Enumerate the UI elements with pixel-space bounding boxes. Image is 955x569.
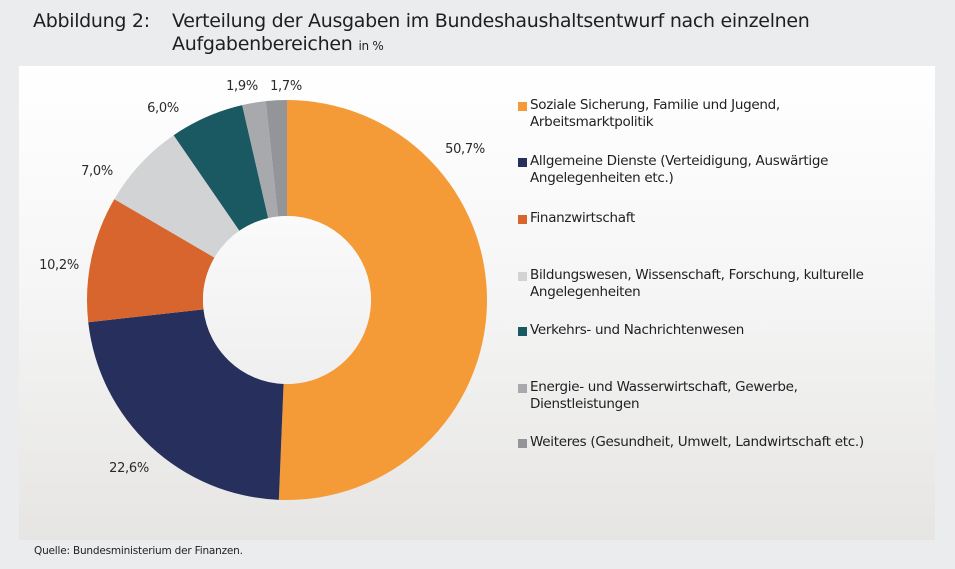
legend-label: Energie- und Wasserwirtschaft, Gewerbe, D… xyxy=(530,379,798,413)
legend-label-line: Verkehrs- und Nachrichtenwesen xyxy=(530,322,744,338)
chart-title: Verteilung der Ausgaben im Bundeshaushal… xyxy=(172,10,872,58)
legend-item: Energie- und Wasserwirtschaft, Gewerbe, D… xyxy=(518,379,918,413)
slice-value-label: 1,9% xyxy=(226,79,258,94)
legend-label: Allgemeine Dienste (Verteidigung, Auswär… xyxy=(530,153,828,187)
donut-hole xyxy=(203,216,371,384)
legend-label-line: Arbeitsmarktpolitik xyxy=(530,114,654,130)
legend-swatch xyxy=(518,158,527,167)
legend-item: Finanzwirtschaft xyxy=(518,210,918,227)
donut-slice xyxy=(242,101,279,219)
legend-label-line: Soziale Sicherung, Familie und Jugend, xyxy=(530,97,780,113)
legend-label-line: Angelegenheiten xyxy=(530,284,641,300)
donut-slice xyxy=(114,135,240,258)
legend-item: Verkehrs- und Nachrichtenwesen xyxy=(518,322,918,339)
legend-swatch xyxy=(518,215,527,224)
legend-item: Soziale Sicherung, Familie und Jugend, Ar… xyxy=(518,97,918,131)
donut-slice xyxy=(87,199,215,323)
legend-label-line: Weiteres (Gesundheit, Umwelt, Landwirtsc… xyxy=(530,434,864,450)
legend-label-line: Energie- und Wasserwirtschaft, Gewerbe, xyxy=(530,379,798,395)
donut-slice xyxy=(88,309,284,500)
donut-slice xyxy=(173,105,269,231)
legend-swatch xyxy=(518,102,527,111)
legend-label-line: Allgemeine Dienste (Verteidigung, Auswär… xyxy=(530,153,829,169)
legend-label: Verkehrs- und Nachrichtenwesen xyxy=(530,322,744,339)
legend-swatch xyxy=(518,272,527,281)
legend-label: Weiteres (Gesundheit, Umwelt, Landwirtsc… xyxy=(530,434,864,451)
figure-label: Abbildung 2: xyxy=(33,10,150,32)
slice-value-label: 10,2% xyxy=(39,258,79,273)
source-note: Quelle: Bundesministerium der Finanzen. xyxy=(34,545,243,557)
legend-label-line: Dienstleistungen xyxy=(530,396,640,412)
legend-swatch xyxy=(518,439,527,448)
slice-value-label: 22,6% xyxy=(109,461,149,476)
legend-label-line: Angelegenheiten etc.) xyxy=(530,170,674,186)
legend-label: Finanzwirtschaft xyxy=(530,210,635,227)
legend-item: Bildungswesen, Wissenschaft, Forschung, … xyxy=(518,267,918,301)
legend-label: Bildungswesen, Wissenschaft, Forschung, … xyxy=(530,267,864,301)
legend-item: Allgemeine Dienste (Verteidigung, Auswär… xyxy=(518,153,918,187)
legend-swatch xyxy=(518,327,527,336)
donut-slice xyxy=(278,100,488,501)
chart-title-text: Verteilung der Ausgaben im Bundeshaushal… xyxy=(172,10,810,55)
legend-label-line: Bildungswesen, Wissenschaft, Forschung, … xyxy=(530,267,864,283)
legend-label: Soziale Sicherung, Familie und Jugend, Ar… xyxy=(530,97,780,131)
slice-value-label: 1,7% xyxy=(270,79,302,94)
legend-swatch xyxy=(518,384,527,393)
slice-value-label: 50,7% xyxy=(445,142,485,157)
chart-unit: in % xyxy=(358,39,384,53)
slice-value-label: 7,0% xyxy=(81,164,113,179)
donut-slice xyxy=(265,100,287,217)
legend-item: Weiteres (Gesundheit, Umwelt, Landwirtsc… xyxy=(518,434,918,451)
slice-value-label: 6,0% xyxy=(147,101,179,116)
legend-label-line: Finanzwirtschaft xyxy=(530,210,635,226)
